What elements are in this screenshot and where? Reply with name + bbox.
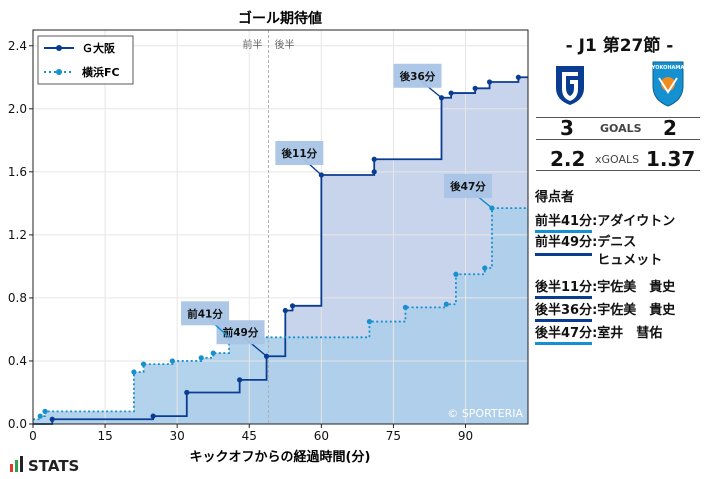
scorer-sep: : [592,303,598,318]
scorer-time: 後半36分 [535,299,593,322]
x-tick-label: 60 [314,429,329,443]
y-tick-label: 0.0 [8,417,27,431]
y-tick-label: 1.6 [8,165,27,179]
data-point [42,408,48,414]
series-overlap-area [33,208,528,424]
goals-label: GOALS [600,122,642,135]
data-point [289,303,296,309]
match-panel: - J1 第27節 - YOKOHAMA 3 GOALS 2 2.2 xGOAL… [532,0,707,479]
scorer-row: 後半11分:宇佐美 貴史 [535,276,675,299]
halftime-label-second: 後半 [274,38,294,51]
away-xg: 1.37 [646,147,696,171]
x-tick-label: 45 [242,429,257,443]
y-tick-label: 2.0 [8,102,27,116]
y-tick-label: 2.4 [8,39,27,53]
x-axis-label: キックオフからの経過時間(分) [190,449,371,465]
data-point [150,413,156,419]
home-xg: 2.2 [550,147,586,171]
series-line-1 [33,207,528,421]
goals-divider-mid [536,139,700,140]
scorer-row: 後半47分:室井 彗佑 [535,322,662,345]
data-point [402,304,409,310]
annotation-box [181,301,230,326]
scorer-name: アダイウトン [597,214,676,229]
match-title: - J1 第27節 - [565,36,674,56]
halftime-label-first: 前半 [242,38,262,51]
data-point [131,369,137,375]
data-point [371,156,377,162]
x-tick-label: 0 [29,429,37,443]
scorer-row: 前半49分:デニス ヒュメット [535,234,662,270]
watermark: © SPORTERIA [447,407,523,420]
legend: Ｇ大阪 横浜FC [37,35,134,85]
xgoals-label: xGOALS [595,153,640,166]
goals-divider-bottom [536,170,700,171]
data-point [169,358,175,364]
scorer-time: 後半11分 [535,276,593,299]
data-point [282,307,288,314]
data-point [49,416,55,422]
annotation-box [393,63,442,88]
y-tick-label: 0.8 [8,291,27,305]
scorer-sep: : [592,214,598,229]
annotation-label: 前49分 [223,326,259,339]
legend-away: 横浜FC [82,65,120,79]
data-point [486,79,493,85]
legend-home: Ｇ大阪 [82,41,116,55]
data-point [237,377,243,383]
yokohama-fc-logo-icon: YOKOHAMA [651,61,685,107]
scorer-name: デニス ヒュメット [597,235,663,268]
scorer-time: 前半49分 [535,234,593,256]
data-point [184,389,190,396]
annotation-box [443,174,492,199]
gamba-osaka-logo-icon [556,66,584,105]
scorer-sep: : [592,326,598,341]
scorer-sep: : [592,280,598,295]
stats-logo-text: STATS [28,457,79,474]
x-tick-label: 90 [458,429,473,443]
data-point [371,169,377,175]
scorer-time: 後半47分 [535,322,593,345]
annotation-label: 前41分 [187,307,223,320]
yokohama-logo-text: YOKOHAMA [651,65,685,71]
data-point [37,413,43,419]
annotation-label: 後47分 [449,180,486,193]
scorer-name: 宇佐美 貴史 [597,280,676,295]
chart-title: ゴール期待値 [238,10,322,27]
home-score: 3 [560,116,574,140]
data-point [140,361,147,367]
data-point [448,90,454,96]
data-point [198,355,204,361]
data-point [482,265,488,271]
plot-frame [32,29,529,425]
data-point [443,301,449,307]
scorer-sep: : [592,235,598,250]
annotation-box [275,140,324,165]
data-point [366,318,373,325]
y-tick-label: 1.2 [8,228,27,242]
x-tick-label: 15 [97,429,112,443]
x-tick-label: 30 [170,429,185,443]
scorer-row: 前半41分:アダイウトン [535,210,675,233]
data-point [515,74,521,80]
data-point [453,271,459,277]
data-point [472,85,478,91]
scorer-name: 室井 彗佑 [597,326,663,341]
y-tick-label: 0.4 [8,354,27,368]
goals-divider-top [536,117,700,118]
scorer-row: 後半36分:宇佐美 貴史 [535,299,675,322]
scorer-name: 宇佐美 貴史 [597,303,676,318]
x-tick-label: 75 [386,429,401,443]
annotation-label: 後36分 [399,70,436,83]
data-point [210,350,216,356]
away-score: 2 [663,116,677,140]
scorer-time: 前半41分 [535,210,593,233]
scorers-title: 得点者 [535,190,575,205]
annotation-label: 後11分 [281,147,318,160]
stats-logo-icon: STATS [10,456,79,474]
